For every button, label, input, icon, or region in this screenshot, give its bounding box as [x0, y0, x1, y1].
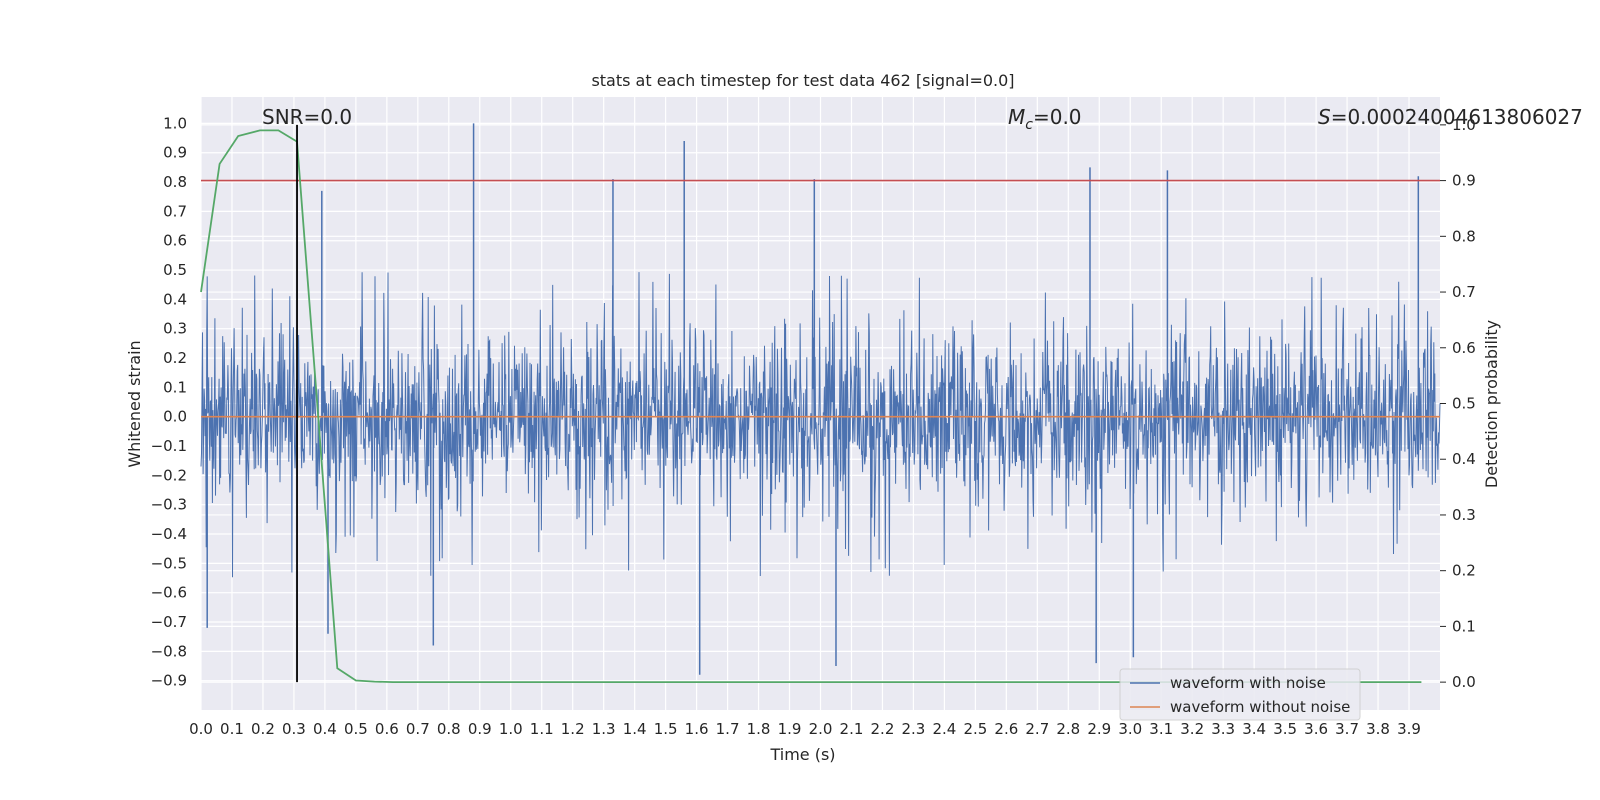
x-tick-label: 2.4 — [932, 720, 956, 738]
x-tick-label: 3.6 — [1304, 720, 1328, 738]
s-annotation: S=0.00024004613806027 — [1318, 105, 1583, 129]
x-tick-label: 1.0 — [499, 720, 523, 738]
y-tick-label: 0.3 — [163, 320, 187, 338]
x-tick-label: 2.1 — [840, 720, 864, 738]
x-tick-label: 3.4 — [1242, 720, 1266, 738]
chirp-mass-subscript: c — [1025, 117, 1033, 133]
legend: waveform with noise waveform without noi… — [1119, 668, 1361, 721]
y-tick-label: −0.8 — [151, 642, 187, 660]
x-tick-label: 2.2 — [871, 720, 895, 738]
y-tick-label: −0.6 — [151, 584, 187, 602]
x-tick-label: 1.3 — [592, 720, 616, 738]
y-tick-label: −0.4 — [151, 525, 187, 543]
y-tick-label: 0.4 — [163, 290, 187, 308]
y2-tick-label: 0.2 — [1452, 562, 1476, 580]
x-tick-label: 3.8 — [1366, 720, 1390, 738]
legend-label-clean: waveform without noise — [1170, 698, 1350, 716]
x-tick-label: 2.7 — [1025, 720, 1049, 738]
y2-axis-label: Detection probability — [1482, 320, 1501, 488]
x-tick-label: 1.9 — [778, 720, 802, 738]
x-tick-label: 2.5 — [963, 720, 987, 738]
x-tick-label: 3.0 — [1118, 720, 1142, 738]
x-tick-label: 1.5 — [654, 720, 678, 738]
x-tick-label: 3.9 — [1397, 720, 1421, 738]
x-tick-label: 1.1 — [530, 720, 554, 738]
y-axis-ticks: 1.0 0.9 0.8 0.7 0.6 0.5 0.4 0.3 0.2 0.1 0.0 −0.1 −0.… — [151, 114, 187, 689]
x-axis-ticks: 0.0 0.1 0.2 0.3 0.4 0.5 0.6 0.7 0.8 0.9 1.0 1.1 1.2 1… — [189, 720, 1421, 738]
y-tick-label: 0.5 — [163, 261, 187, 279]
x-tick-label: 0.2 — [251, 720, 275, 738]
x-tick-label: 0.1 — [220, 720, 244, 738]
y-tick-label: 0.9 — [163, 144, 187, 162]
chirp-mass-annotation: Mc=0.0 — [1008, 105, 1082, 133]
x-tick-label: 0.4 — [313, 720, 337, 738]
x-tick-label: 3.5 — [1273, 720, 1297, 738]
x-tick-label: 1.7 — [716, 720, 740, 738]
x-tick-label: 0.3 — [282, 720, 306, 738]
legend-label-noise: waveform with noise — [1170, 674, 1326, 692]
y-tick-label: −0.7 — [151, 613, 187, 631]
y2-tick-label: 0.0 — [1452, 673, 1476, 691]
y-tick-label: 0.2 — [163, 349, 187, 367]
y2-tick-label: 0.8 — [1452, 227, 1476, 245]
s-value: =0.00024004613806027 — [1331, 105, 1583, 129]
x-tick-label: 0.5 — [344, 720, 368, 738]
y2-tick-label: 0.4 — [1452, 450, 1476, 468]
y2-tick-label: 0.7 — [1452, 283, 1476, 301]
x-tick-label: 3.3 — [1211, 720, 1235, 738]
y-tick-label: −0.1 — [151, 437, 187, 455]
x-tick-label: 1.8 — [747, 720, 771, 738]
snr-annotation: SNR=0.0 — [262, 105, 352, 129]
y2-axis-ticks: 1.0 0.9 0.8 0.7 0.6 0.5 0.4 0.3 0.2 0.1 0.0 — [1440, 116, 1476, 691]
y-tick-label: 0.8 — [163, 173, 187, 191]
x-tick-label: 2.8 — [1056, 720, 1080, 738]
y-tick-label: −0.5 — [151, 554, 187, 572]
y2-tick-label: 0.3 — [1452, 506, 1476, 524]
x-tick-label: 0.8 — [437, 720, 461, 738]
x-tick-label: 1.2 — [561, 720, 585, 738]
y-tick-label: 0.1 — [163, 378, 187, 396]
y-tick-label: 0.6 — [163, 232, 187, 250]
y-tick-label: −0.3 — [151, 496, 187, 514]
x-tick-label: 3.1 — [1149, 720, 1173, 738]
x-tick-label: 2.3 — [901, 720, 925, 738]
x-tick-label: 1.6 — [685, 720, 709, 738]
x-tick-label: 2.6 — [994, 720, 1018, 738]
chirp-mass-value: =0.0 — [1033, 105, 1082, 129]
y-tick-label: −0.2 — [151, 466, 187, 484]
y2-tick-label: 0.5 — [1452, 395, 1476, 413]
x-tick-label: 3.2 — [1180, 720, 1204, 738]
noise-waveform — [200, 123, 1441, 675]
y-tick-label: 1.0 — [163, 114, 187, 132]
x-tick-label: 3.7 — [1335, 720, 1359, 738]
x-tick-label: 2.9 — [1087, 720, 1111, 738]
x-tick-label: 0.7 — [406, 720, 430, 738]
x-tick-label: 0.0 — [189, 720, 213, 738]
y-tick-label: 0.7 — [163, 202, 187, 220]
detection-probability-line — [200, 129, 1422, 683]
x-tick-label: 0.6 — [375, 720, 399, 738]
y2-tick-label: 0.9 — [1452, 172, 1476, 190]
s-symbol: S — [1318, 105, 1331, 129]
y-axis-label: Whitened strain — [125, 340, 144, 467]
grid-lines — [200, 97, 1440, 710]
y2-tick-label: 0.1 — [1452, 617, 1476, 635]
x-axis-label: Time (s) — [769, 745, 835, 764]
y-tick-label: −0.9 — [151, 672, 187, 690]
chart-title: stats at each timestep for test data 462… — [591, 71, 1014, 90]
noise-waveform-line — [200, 272, 1441, 578]
x-tick-label: 1.4 — [623, 720, 647, 738]
y-tick-label: 0.0 — [163, 408, 187, 426]
x-tick-label: 0.9 — [468, 720, 492, 738]
y2-tick-label: 1.0 — [1452, 116, 1476, 134]
series-lines — [200, 124, 1440, 683]
y2-tick-label: 0.6 — [1452, 339, 1476, 357]
chirp-mass-symbol: M — [1008, 105, 1025, 129]
x-tick-label: 2.0 — [809, 720, 833, 738]
